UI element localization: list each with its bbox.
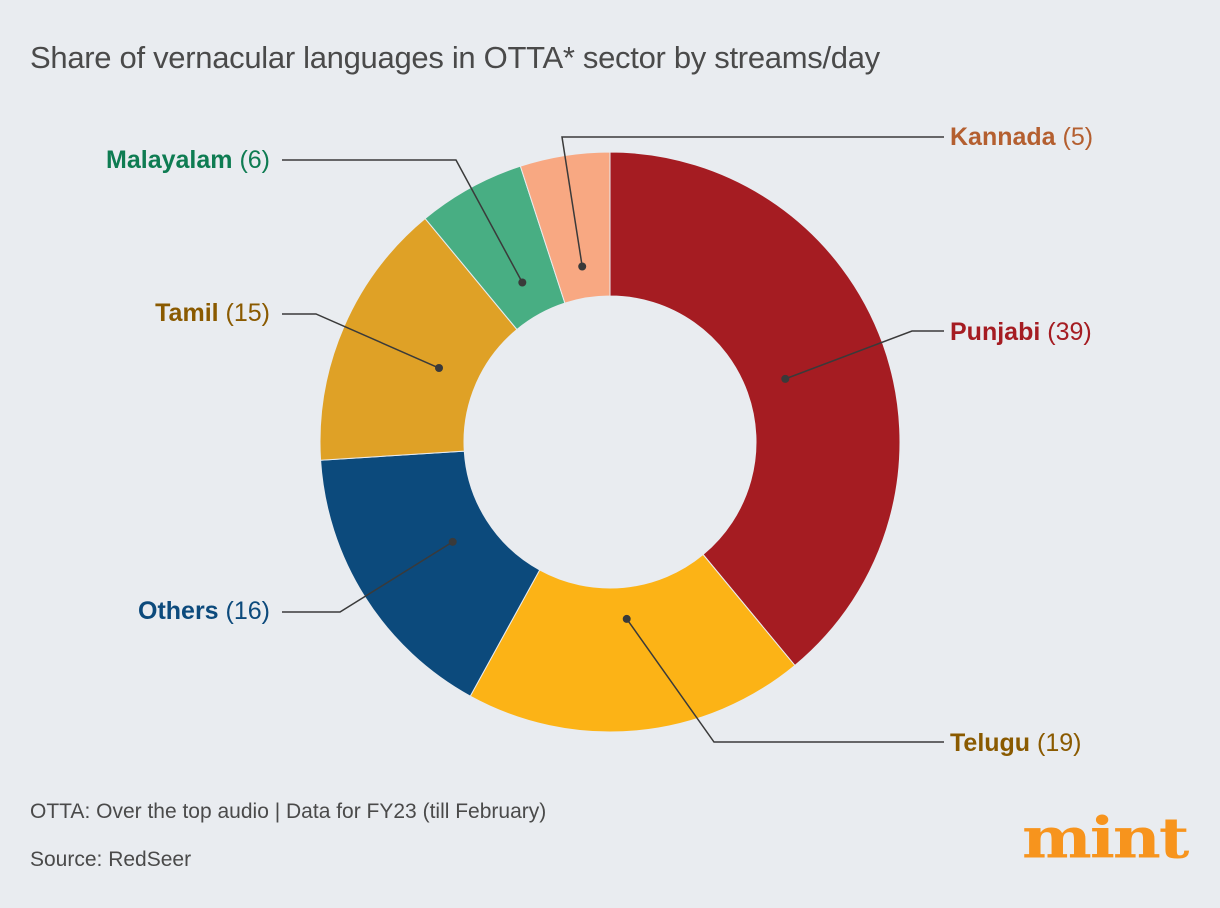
labels-group: Punjabi (39) Telugu (19) Others (16) Tamil … — [106, 123, 1093, 757]
leader-line-malayalam — [282, 159, 523, 283]
slices-group — [319, 151, 901, 733]
label-name: Kannada — [950, 123, 1057, 151]
slice-punjabi — [609, 151, 901, 667]
leader-dot-others — [448, 537, 457, 546]
label-others: Others (16) — [138, 597, 270, 625]
label-value: (16) — [219, 597, 270, 625]
label-name: Punjabi — [950, 318, 1040, 346]
label-value: (19) — [1030, 729, 1081, 757]
leader-dot-malayalam — [518, 278, 527, 287]
label-name: Others — [138, 597, 219, 625]
leader-line-telugu — [626, 618, 944, 743]
leader-dot-tamil — [435, 364, 444, 373]
label-value: (5) — [1056, 123, 1094, 151]
leaders-group — [282, 136, 944, 743]
footnote: OTTA: Over the top audio | Data for FY23… — [30, 800, 547, 823]
slice-kannada — [519, 151, 611, 304]
leader-line-others — [282, 541, 454, 613]
label-tamil: Tamil (15) — [155, 299, 270, 327]
leader-dot-punjabi — [781, 374, 790, 383]
label-value: (15) — [219, 299, 270, 327]
leader-dot-telugu — [622, 614, 631, 623]
label-name: Malayalam — [106, 146, 232, 174]
label-kannada: Kannada (5) — [950, 123, 1093, 151]
label-punjabi: Punjabi (39) — [950, 318, 1092, 346]
label-name: Telugu — [950, 729, 1030, 757]
label-value: (39) — [1040, 318, 1091, 346]
label-name: Tamil — [155, 299, 218, 327]
source-note: Source: RedSeer — [30, 848, 192, 871]
slice-telugu — [469, 553, 796, 733]
leader-line-tamil — [282, 313, 440, 369]
leader-dot-kannada — [578, 262, 587, 271]
slice-tamil — [319, 217, 518, 461]
chart-title: Share of vernacular languages in OTTA* s… — [30, 40, 880, 75]
label-telugu: Telugu (19) — [950, 729, 1081, 757]
leader-line-kannada — [561, 136, 944, 267]
label-value: (6) — [233, 146, 271, 174]
leader-line-punjabi — [785, 330, 944, 380]
label-malayalam: Malayalam (6) — [106, 146, 270, 174]
mint-logo: mint — [1022, 804, 1189, 872]
slice-others — [320, 450, 541, 697]
